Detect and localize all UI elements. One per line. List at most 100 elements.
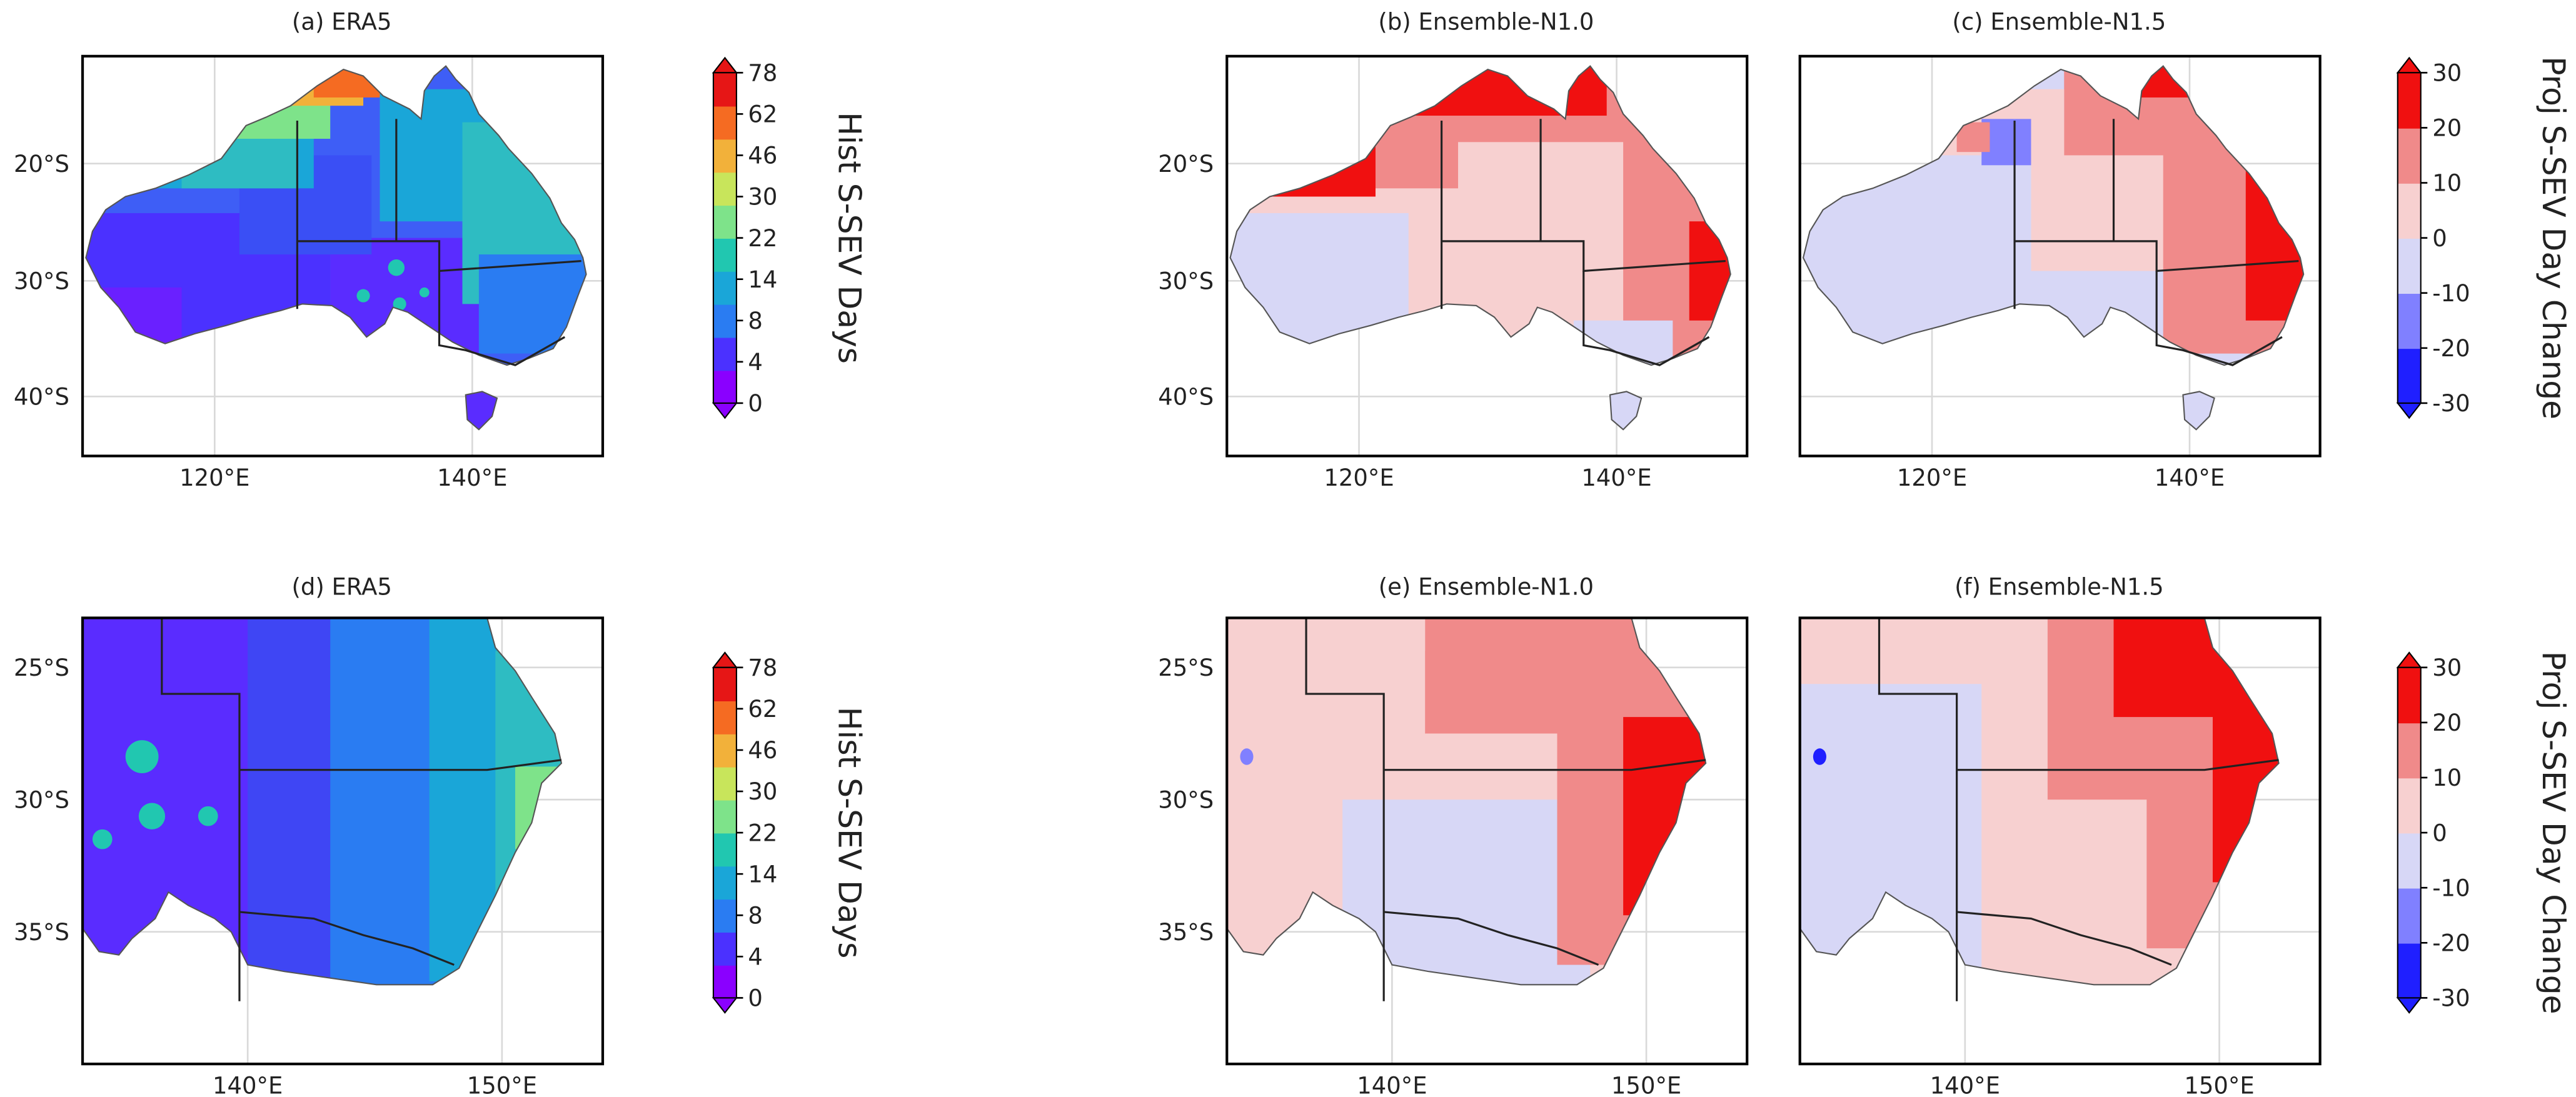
colorbar-tick-label: 20 [2432, 709, 2462, 736]
colorbar-hist-bottom: 0 4 8 14 22 30 46 62 78 Hist S-SEV Days [712, 651, 868, 1014]
colorbar-extend-min [2396, 997, 2422, 1014]
lat-ticks: 20°S 30°S 40°S [14, 151, 69, 411]
svg-text:30°S: 30°S [14, 786, 69, 813]
panel-title: (d) ERA5 [292, 573, 392, 600]
panel-f-ensemble-n1-5: (f) Ensemble-N1.5 140°E 150°E [1798, 573, 2322, 1097]
colorbar-tick-label: 62 [748, 101, 777, 128]
colorbar-extend-min [712, 997, 738, 1014]
colorbar-segment [2397, 722, 2421, 779]
svg-text:25°S: 25°S [1158, 654, 1214, 681]
svg-text:140°E: 140°E [1357, 1073, 1427, 1097]
colorbar-tick-label: 30 [2432, 654, 2462, 681]
colorbar-segment [713, 799, 737, 834]
colorbar-segment [2397, 73, 2421, 129]
panel-title: (a) ERA5 [292, 9, 392, 36]
svg-text:140°E: 140°E [1581, 464, 1651, 491]
colorbar-tick-label: 4 [748, 944, 763, 971]
colorbar-segment [2397, 888, 2421, 944]
colorbar-tick-label: 46 [748, 737, 777, 764]
colorbar-label: Hist S-SEV Days [832, 707, 868, 959]
colorbar-extend-max [2396, 56, 2422, 74]
colorbar-segment [2397, 943, 2421, 999]
colorbar-segment [713, 370, 737, 404]
panel-title: (f) Ensemble-N1.5 [1955, 573, 2164, 600]
svg-text:150°E: 150°E [2184, 1073, 2254, 1097]
svg-text:150°E: 150°E [467, 1073, 537, 1097]
colorbar-segment [713, 171, 737, 206]
colorbar-tick-label: -20 [2432, 930, 2470, 957]
colorbar-segment [713, 700, 737, 734]
colorbar-tick-label: -30 [2432, 390, 2470, 417]
colorbar-segment [713, 271, 737, 305]
colorbar-segment [713, 304, 737, 338]
colorbar-segment [713, 337, 737, 371]
colorbar-tick-label: 0 [748, 390, 763, 417]
colorbar-tick-label: 14 [748, 266, 777, 293]
svg-text:120°E: 120°E [179, 464, 249, 491]
colorbar-label: Proj S-SEV Day Change [2535, 56, 2572, 419]
colorbar-segment [713, 139, 737, 173]
colorbar-tick-label: 22 [748, 225, 777, 252]
colorbar-tick-label: 46 [748, 143, 777, 169]
svg-text:20°S: 20°S [1158, 151, 1214, 178]
colorbar-segment [2397, 348, 2421, 404]
colorbar-label: Proj S-SEV Day Change [2535, 651, 2572, 1014]
panel-a-era5: (a) ERA5 [14, 9, 605, 491]
svg-text:120°E: 120°E [1324, 464, 1394, 491]
colorbar-segment [713, 73, 737, 107]
svg-text:40°S: 40°S [14, 384, 69, 411]
colorbar-segment [713, 865, 737, 900]
colorbar-tick-label: 8 [748, 902, 763, 929]
colorbar-segment [2397, 667, 2421, 724]
colorbar-segment [713, 898, 737, 933]
colorbar-change-bottom: -30 -20 -10 0 10 20 30 Proj S-SEV Day Change [2396, 651, 2572, 1014]
colorbar-segment [713, 238, 737, 272]
colorbar-tick-label: 20 [2432, 115, 2462, 142]
colorbar-segment [713, 833, 737, 867]
colorbar-tick-label: 10 [2432, 764, 2462, 791]
lon-ticks: 120°E 140°E [179, 464, 507, 491]
svg-text:30°S: 30°S [14, 268, 69, 295]
colorbar-tick-label: 30 [748, 184, 777, 211]
svg-text:30°S: 30°S [1158, 268, 1214, 295]
colorbar-tick-label: -20 [2432, 335, 2470, 362]
colorbar-segment [2397, 128, 2421, 184]
colorbar-segment [2397, 183, 2421, 239]
svg-text:35°S: 35°S [14, 919, 69, 946]
colorbar-tick-label: 78 [748, 654, 777, 681]
panel-title: (b) Ensemble-N1.0 [1378, 9, 1594, 36]
colorbar-extend-max [712, 56, 738, 74]
colorbar-segment [713, 931, 737, 966]
state-borders [296, 119, 581, 366]
panel-e-ensemble-n1-0: (e) Ensemble-N1.0 25°S 30°S 35°S 140°E 1… [1158, 573, 1749, 1097]
colorbar-segment [2397, 833, 2421, 889]
svg-text:140°E: 140°E [1930, 1073, 2000, 1097]
colorbar-tick-label: 62 [748, 696, 777, 723]
colorbar-extend-max [2396, 651, 2422, 668]
colorbar-hist-top: 0 4 8 14 22 30 46 62 78 Hist S-SEV Days [712, 56, 868, 419]
colorbar-tick-label: 4 [748, 349, 763, 376]
colorbar-tick-label: 10 [2432, 170, 2462, 197]
panel-c-ensemble-n1-5: (c) Ensemble-N1.5 120°E 140°E [1798, 9, 2322, 491]
colorbar-tick-label: 78 [748, 59, 777, 86]
colorbar-segment [2397, 293, 2421, 349]
svg-text:35°S: 35°S [1158, 919, 1214, 946]
colorbar-segment [713, 733, 737, 768]
colorbar-tick-label: -30 [2432, 985, 2470, 1012]
colorbar-segment [2397, 778, 2421, 834]
svg-text:120°E: 120°E [1897, 464, 1967, 491]
panel-title: (c) Ensemble-N1.5 [1952, 9, 2166, 36]
colorbar-tick-label: 8 [748, 308, 763, 334]
colorbar-tick-label: 14 [748, 861, 777, 888]
colorbar-segment [713, 766, 737, 801]
colorbar-tick-label: 0 [2432, 225, 2447, 252]
colorbar-tick-label: 0 [2432, 819, 2447, 846]
colorbar-tick-label: 0 [748, 985, 763, 1012]
panel-b-ensemble-n1-0: (b) Ensemble-N1.0 20°S 30°S 40°S 120°E 1… [1158, 9, 1749, 491]
colorbar-extend-min [2396, 402, 2422, 419]
svg-text:140°E: 140°E [437, 464, 507, 491]
svg-text:150°E: 150°E [1611, 1073, 1681, 1097]
svg-text:40°S: 40°S [1158, 384, 1214, 411]
colorbar-change-top: -30 -20 -10 0 10 20 30 Proj S-SEV Day Change [2396, 56, 2572, 419]
